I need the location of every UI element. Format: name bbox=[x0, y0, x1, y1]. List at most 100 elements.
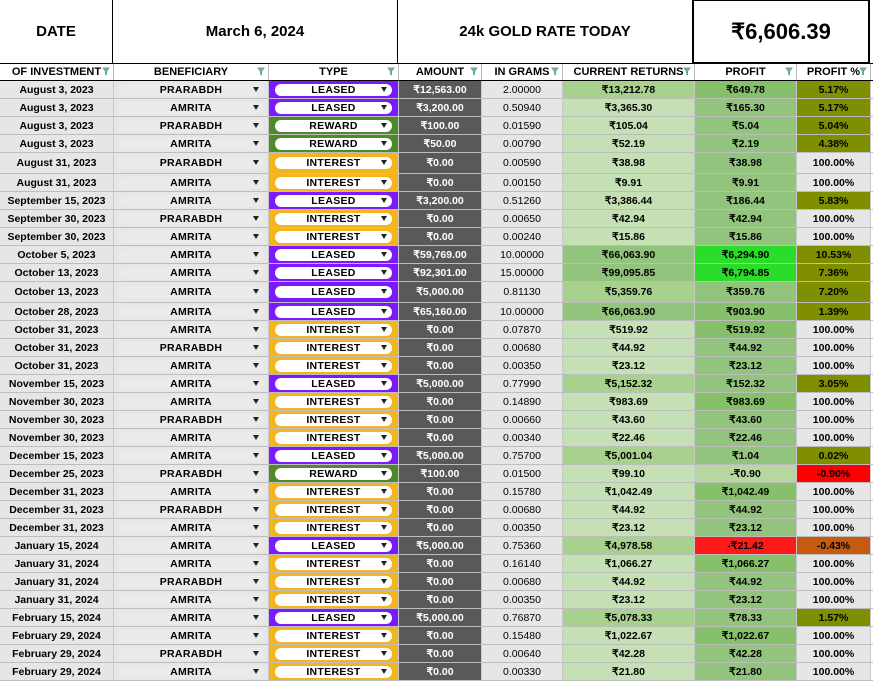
type-dropdown[interactable]: INTEREST bbox=[275, 212, 392, 225]
grams-cell[interactable]: 0.01590 bbox=[482, 117, 563, 134]
type-cell[interactable]: LEASED bbox=[269, 447, 399, 464]
investment-date-cell[interactable]: December 31, 2023 bbox=[0, 483, 114, 500]
column-header-profit-percent[interactable]: PROFIT % bbox=[797, 64, 871, 80]
profit-percent-cell[interactable]: 100.00% bbox=[797, 321, 871, 338]
investment-date-cell[interactable]: January 15, 2024 bbox=[0, 537, 114, 554]
date-label-cell[interactable]: DATE bbox=[0, 0, 113, 63]
profit-percent-cell[interactable]: 5.17% bbox=[797, 99, 871, 116]
beneficiary-dropdown[interactable]: AMRITA bbox=[118, 593, 264, 606]
amount-cell[interactable]: ₹0.00 bbox=[399, 153, 482, 173]
profit-percent-cell[interactable]: 100.00% bbox=[797, 228, 871, 245]
beneficiary-dropdown[interactable]: AMRITA bbox=[118, 485, 264, 498]
profit-percent-cell[interactable]: 100.00% bbox=[797, 339, 871, 356]
filter-icon[interactable] bbox=[551, 67, 559, 76]
profit-cell[interactable]: ₹21.80 bbox=[695, 663, 797, 680]
investment-date-cell[interactable]: January 31, 2024 bbox=[0, 591, 114, 608]
investment-date-cell[interactable]: December 31, 2023 bbox=[0, 519, 114, 536]
profit-cell[interactable]: ₹359.76 bbox=[695, 282, 797, 302]
amount-cell[interactable]: ₹0.00 bbox=[399, 174, 482, 191]
type-dropdown[interactable]: LEASED bbox=[275, 539, 392, 552]
current-returns-cell[interactable]: ₹519.92 bbox=[563, 321, 695, 338]
type-dropdown[interactable]: INTEREST bbox=[275, 575, 392, 588]
beneficiary-dropdown[interactable]: PRARABDH bbox=[118, 467, 264, 480]
current-returns-cell[interactable]: ₹4,978.58 bbox=[563, 537, 695, 554]
profit-cell[interactable]: -₹0.90 bbox=[695, 465, 797, 482]
type-dropdown[interactable]: INTEREST bbox=[275, 323, 392, 336]
beneficiary-dropdown[interactable]: AMRITA bbox=[118, 176, 264, 189]
type-dropdown[interactable]: INTEREST bbox=[275, 593, 392, 606]
profit-percent-cell[interactable]: 100.00% bbox=[797, 555, 871, 572]
profit-percent-cell[interactable]: 100.00% bbox=[797, 627, 871, 644]
filter-icon[interactable] bbox=[387, 67, 395, 76]
profit-cell[interactable]: -₹21.42 bbox=[695, 537, 797, 554]
type-cell[interactable]: INTEREST bbox=[269, 321, 399, 338]
beneficiary-cell[interactable]: PRARABDH bbox=[114, 153, 269, 173]
current-returns-cell[interactable]: ₹22.46 bbox=[563, 429, 695, 446]
amount-cell[interactable]: ₹0.00 bbox=[399, 555, 482, 572]
beneficiary-cell[interactable]: AMRITA bbox=[114, 321, 269, 338]
beneficiary-cell[interactable]: AMRITA bbox=[114, 555, 269, 572]
date-value-cell[interactable]: March 6, 2024 bbox=[113, 0, 398, 63]
grams-cell[interactable]: 0.00330 bbox=[482, 663, 563, 680]
beneficiary-dropdown[interactable]: PRARABDH bbox=[118, 503, 264, 516]
beneficiary-cell[interactable]: AMRITA bbox=[114, 228, 269, 245]
amount-cell[interactable]: ₹3,200.00 bbox=[399, 99, 482, 116]
grams-cell[interactable]: 0.00350 bbox=[482, 591, 563, 608]
beneficiary-dropdown[interactable]: AMRITA bbox=[118, 230, 264, 243]
profit-cell[interactable]: ₹2.19 bbox=[695, 135, 797, 152]
amount-cell[interactable]: ₹100.00 bbox=[399, 117, 482, 134]
profit-percent-cell[interactable]: 100.00% bbox=[797, 411, 871, 428]
type-cell[interactable]: INTEREST bbox=[269, 555, 399, 572]
grams-cell[interactable]: 0.00680 bbox=[482, 339, 563, 356]
investment-date-cell[interactable]: October 13, 2023 bbox=[0, 264, 114, 281]
profit-cell[interactable]: ₹1.04 bbox=[695, 447, 797, 464]
beneficiary-dropdown[interactable]: PRARABDH bbox=[118, 341, 264, 354]
current-returns-cell[interactable]: ₹5,001.04 bbox=[563, 447, 695, 464]
current-returns-cell[interactable]: ₹42.28 bbox=[563, 645, 695, 662]
beneficiary-dropdown[interactable]: AMRITA bbox=[118, 521, 264, 534]
gold-rate-value-cell[interactable]: ₹6,606.39 bbox=[693, 0, 870, 63]
beneficiary-dropdown[interactable]: PRARABDH bbox=[118, 83, 264, 96]
current-returns-cell[interactable]: ₹52.19 bbox=[563, 135, 695, 152]
profit-percent-cell[interactable]: 5.83% bbox=[797, 192, 871, 209]
current-returns-cell[interactable]: ₹5,359.76 bbox=[563, 282, 695, 302]
profit-cell[interactable]: ₹903.90 bbox=[695, 303, 797, 320]
current-returns-cell[interactable]: ₹3,386.44 bbox=[563, 192, 695, 209]
profit-percent-cell[interactable]: -0.43% bbox=[797, 537, 871, 554]
grams-cell[interactable]: 0.00680 bbox=[482, 573, 563, 590]
current-returns-cell[interactable]: ₹44.92 bbox=[563, 501, 695, 518]
profit-cell[interactable]: ₹1,022.67 bbox=[695, 627, 797, 644]
profit-cell[interactable]: ₹5.04 bbox=[695, 117, 797, 134]
current-returns-cell[interactable]: ₹66,063.90 bbox=[563, 246, 695, 263]
beneficiary-cell[interactable]: PRARABDH bbox=[114, 117, 269, 134]
amount-cell[interactable]: ₹5,000.00 bbox=[399, 282, 482, 302]
profit-percent-cell[interactable]: 100.00% bbox=[797, 174, 871, 191]
investment-date-cell[interactable]: November 30, 2023 bbox=[0, 411, 114, 428]
beneficiary-dropdown[interactable]: AMRITA bbox=[118, 323, 264, 336]
amount-cell[interactable]: ₹100.00 bbox=[399, 465, 482, 482]
current-returns-cell[interactable]: ₹5,152.32 bbox=[563, 375, 695, 392]
beneficiary-dropdown[interactable]: AMRITA bbox=[118, 431, 264, 444]
beneficiary-cell[interactable]: PRARABDH bbox=[114, 573, 269, 590]
current-returns-cell[interactable]: ₹23.12 bbox=[563, 357, 695, 374]
grams-cell[interactable]: 0.75700 bbox=[482, 447, 563, 464]
profit-percent-cell[interactable]: 100.00% bbox=[797, 210, 871, 227]
type-dropdown[interactable]: INTEREST bbox=[275, 665, 392, 678]
beneficiary-cell[interactable]: AMRITA bbox=[114, 591, 269, 608]
type-dropdown[interactable]: INTEREST bbox=[275, 557, 392, 570]
type-dropdown[interactable]: REWARD bbox=[275, 467, 392, 480]
current-returns-cell[interactable]: ₹44.92 bbox=[563, 339, 695, 356]
beneficiary-cell[interactable]: AMRITA bbox=[114, 192, 269, 209]
amount-cell[interactable]: ₹0.00 bbox=[399, 393, 482, 410]
profit-percent-cell[interactable]: 100.00% bbox=[797, 645, 871, 662]
investment-date-cell[interactable]: November 15, 2023 bbox=[0, 375, 114, 392]
beneficiary-dropdown[interactable]: AMRITA bbox=[118, 359, 264, 372]
beneficiary-dropdown[interactable]: PRARABDH bbox=[118, 212, 264, 225]
investment-date-cell[interactable]: February 29, 2024 bbox=[0, 645, 114, 662]
investment-date-cell[interactable]: October 31, 2023 bbox=[0, 321, 114, 338]
amount-cell[interactable]: ₹5,000.00 bbox=[399, 537, 482, 554]
investment-date-cell[interactable]: October 13, 2023 bbox=[0, 282, 114, 302]
amount-cell[interactable]: ₹0.00 bbox=[399, 210, 482, 227]
type-cell[interactable]: INTEREST bbox=[269, 663, 399, 680]
amount-cell[interactable]: ₹59,769.00 bbox=[399, 246, 482, 263]
